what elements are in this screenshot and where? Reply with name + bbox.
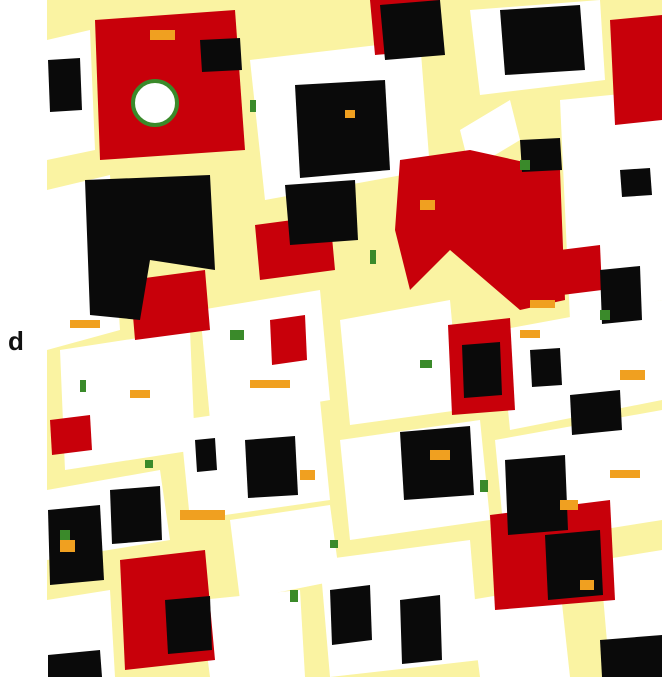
round-feature bbox=[133, 81, 177, 125]
figure: d bbox=[0, 0, 662, 677]
classification-map bbox=[0, 0, 662, 677]
map-area bbox=[47, 0, 662, 677]
